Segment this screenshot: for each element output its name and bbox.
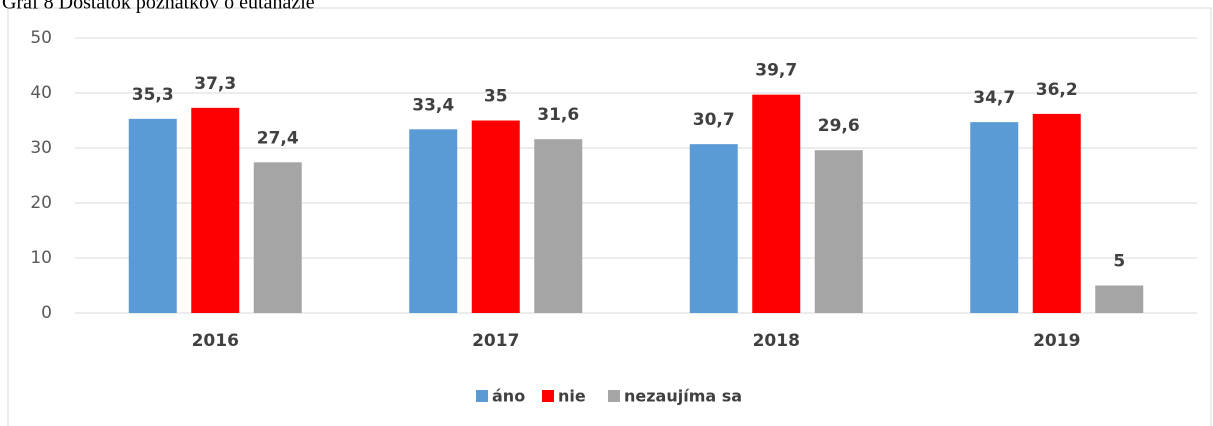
bar bbox=[1032, 113, 1081, 314]
data-label: 5 bbox=[1113, 252, 1125, 272]
x-tick-label: 2016 bbox=[192, 331, 239, 351]
legend-swatch bbox=[608, 390, 620, 402]
data-label: 35 bbox=[484, 87, 508, 107]
bar bbox=[534, 139, 583, 313]
bar bbox=[128, 118, 177, 313]
y-tick-label: 40 bbox=[30, 83, 52, 103]
y-tick-label: 10 bbox=[30, 248, 52, 268]
bar bbox=[814, 150, 863, 313]
x-tick-label: 2019 bbox=[1033, 331, 1080, 351]
x-tick-label: 2017 bbox=[472, 331, 519, 351]
bar bbox=[689, 144, 738, 313]
data-label: 30,7 bbox=[693, 110, 735, 130]
bar bbox=[752, 94, 801, 314]
bar bbox=[471, 120, 520, 313]
y-tick-label: 20 bbox=[30, 193, 52, 213]
bar bbox=[191, 107, 240, 313]
chart-title: Graf 8 Dostatok poznatkov o eutanázie bbox=[2, 0, 315, 14]
data-label: 27,4 bbox=[257, 128, 299, 148]
y-tick-label: 0 bbox=[41, 303, 52, 323]
data-label: 36,2 bbox=[1036, 80, 1078, 100]
data-label: 35,3 bbox=[132, 85, 174, 105]
y-tick-label: 50 bbox=[30, 28, 52, 48]
legend-label: nie bbox=[558, 387, 586, 406]
data-label: 37,3 bbox=[194, 74, 236, 94]
y-tick-label: 30 bbox=[30, 138, 52, 158]
x-tick-label: 2018 bbox=[753, 331, 800, 351]
data-label: 34,7 bbox=[973, 88, 1015, 108]
bar bbox=[1095, 285, 1144, 313]
data-label: 39,7 bbox=[755, 61, 797, 81]
legend-swatch bbox=[542, 390, 554, 402]
data-label: 33,4 bbox=[412, 95, 454, 115]
bar bbox=[970, 122, 1019, 314]
data-label: 29,6 bbox=[818, 116, 860, 136]
chart-frame bbox=[7, 7, 1212, 426]
legend-swatch bbox=[476, 390, 488, 402]
data-label: 31,6 bbox=[537, 105, 579, 125]
legend-label: nezaujíma sa bbox=[624, 387, 742, 406]
bar bbox=[253, 162, 302, 313]
bar bbox=[409, 129, 458, 313]
legend-label: áno bbox=[492, 387, 525, 406]
